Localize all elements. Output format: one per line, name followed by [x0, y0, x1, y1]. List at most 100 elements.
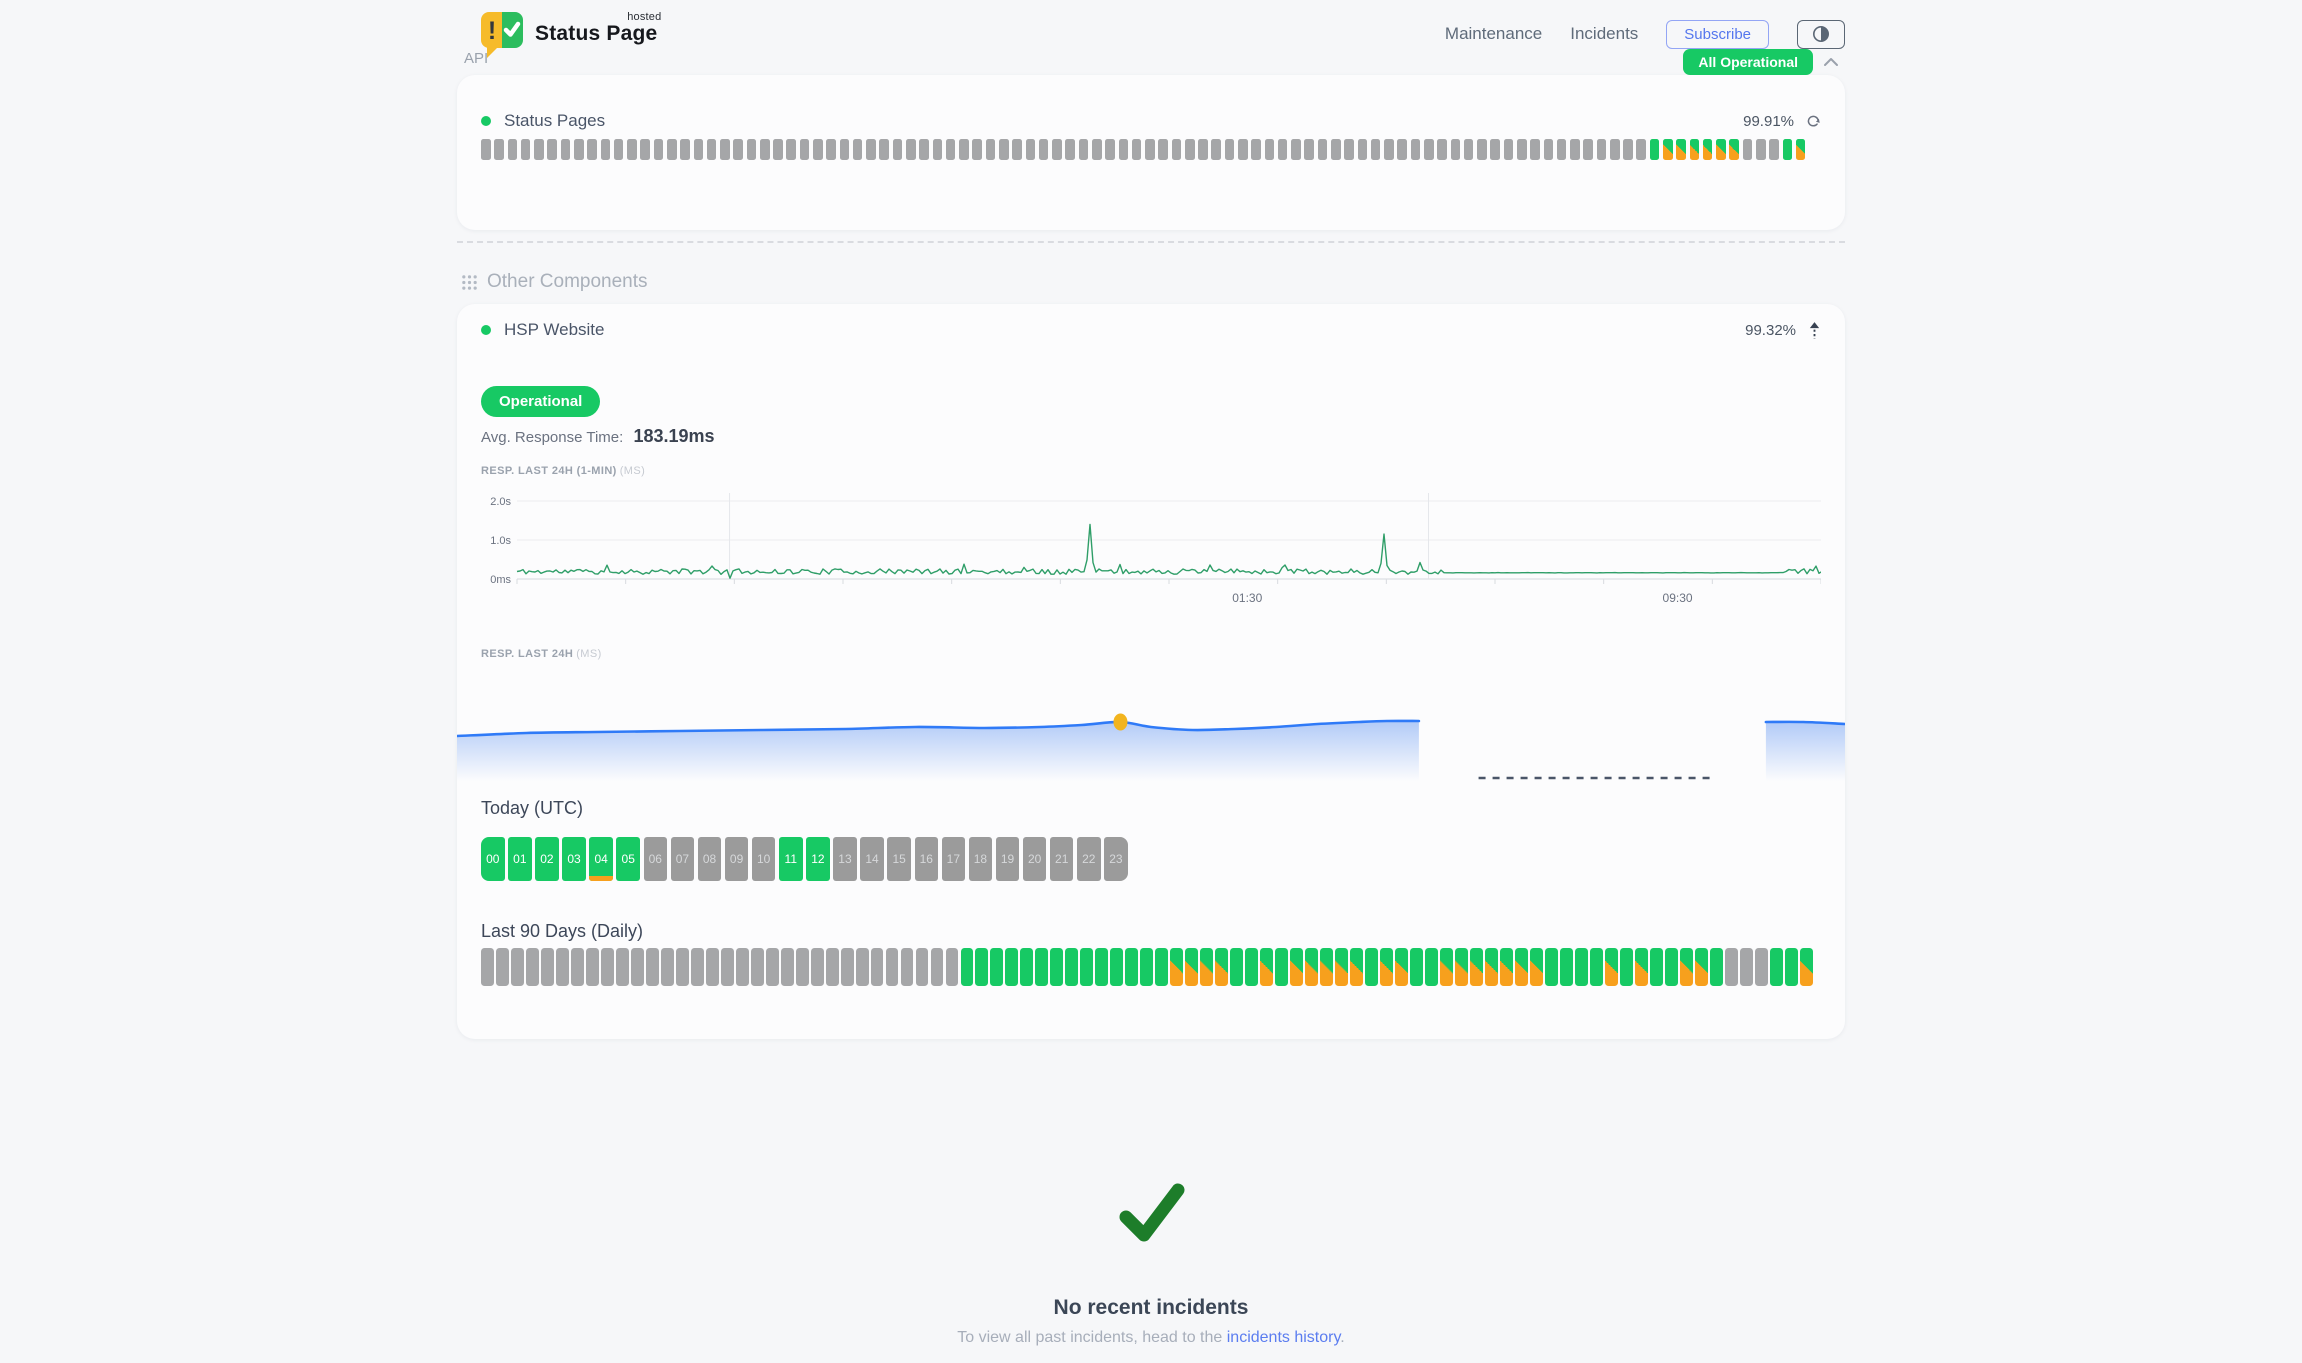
uptime-bar[interactable]: [1185, 948, 1199, 986]
uptime-bar[interactable]: [1080, 948, 1094, 986]
uptime-bar[interactable]: [1437, 139, 1447, 160]
uptime-bar[interactable]: [1484, 948, 1498, 986]
uptime-bar[interactable]: [1065, 139, 1075, 160]
uptime-bar[interactable]: [932, 139, 943, 160]
uptime-bar[interactable]: [720, 139, 730, 160]
uptime-bar[interactable]: [706, 139, 717, 160]
uptime-bar[interactable]: [570, 948, 584, 986]
uptime-bar[interactable]: [1095, 948, 1109, 986]
uptime-bar[interactable]: [1556, 139, 1567, 160]
uptime-bar[interactable]: [990, 948, 1004, 986]
uptime-bar[interactable]: [587, 139, 597, 160]
uptime-bar[interactable]: [1211, 139, 1222, 160]
uptime-bar[interactable]: [1769, 139, 1779, 160]
uptime-bar[interactable]: [1344, 139, 1354, 160]
uptime-bar[interactable]: [1410, 139, 1421, 160]
uptime-bar[interactable]: [1634, 948, 1648, 986]
incidents-history-link[interactable]: incidents history: [1226, 1329, 1341, 1346]
uptime-bar[interactable]: [1200, 948, 1214, 986]
uptime-bar[interactable]: [959, 139, 969, 160]
uptime-bar[interactable]: [975, 948, 989, 986]
uptime-bar[interactable]: [547, 139, 557, 160]
uptime-bar[interactable]: [1050, 948, 1064, 986]
uptime-bar[interactable]: [1619, 948, 1633, 986]
hour-block-16[interactable]: 16: [914, 837, 938, 881]
uptime-bar[interactable]: [627, 139, 637, 160]
uptime-bar[interactable]: [1005, 948, 1019, 986]
uptime-bar[interactable]: [972, 139, 982, 160]
uptime-bar[interactable]: [1012, 139, 1022, 160]
uptime-bar[interactable]: [1384, 139, 1394, 160]
uptime-bar[interactable]: [906, 139, 916, 160]
uptime-bar[interactable]: [892, 139, 903, 160]
uptime-bar[interactable]: [1395, 948, 1408, 986]
uptime-bar[interactable]: [840, 948, 854, 986]
uptime-bar[interactable]: [1260, 948, 1274, 986]
subscribe-button[interactable]: Subscribe: [1666, 19, 1769, 49]
hour-block-03[interactable]: 03: [562, 837, 586, 881]
uptime-bar[interactable]: [825, 948, 839, 986]
uptime-bar[interactable]: [1490, 139, 1500, 160]
uptime-bar[interactable]: [481, 948, 494, 986]
uptime-bar[interactable]: [885, 948, 899, 986]
hour-block-11[interactable]: 11: [779, 837, 803, 881]
uptime-bar[interactable]: [1290, 948, 1304, 986]
uptime-bar[interactable]: [733, 139, 743, 160]
uptime-bar[interactable]: [1739, 948, 1753, 986]
uptime-bar[interactable]: [1118, 139, 1129, 160]
uptime-bar[interactable]: [630, 948, 644, 986]
uptime-bar[interactable]: [1454, 948, 1468, 986]
uptime-bar[interactable]: [1110, 948, 1124, 986]
uptime-bar[interactable]: [645, 948, 659, 986]
hour-block-17[interactable]: 17: [941, 837, 966, 881]
hour-block-21[interactable]: 21: [1049, 837, 1074, 881]
hour-block-09[interactable]: 09: [724, 837, 749, 881]
uptime-bar[interactable]: [1091, 139, 1102, 160]
uptime-bar[interactable]: [1224, 139, 1235, 160]
uptime-bar[interactable]: [613, 139, 624, 160]
uptime-bar[interactable]: [852, 139, 863, 160]
uptime-bar[interactable]: [1105, 139, 1115, 160]
uptime-bar[interactable]: [1530, 139, 1540, 160]
uptime-bar[interactable]: [680, 139, 690, 160]
uptime-bar[interactable]: [520, 139, 531, 160]
uptime-bar[interactable]: [1230, 948, 1244, 986]
uptime-bar[interactable]: [720, 948, 734, 986]
uptime-bar[interactable]: [1795, 139, 1806, 160]
uptime-bar[interactable]: [1689, 139, 1700, 160]
uptime-bar[interactable]: [1331, 139, 1341, 160]
uptime-bar[interactable]: [945, 139, 956, 160]
uptime-bar[interactable]: [1140, 948, 1154, 986]
uptime-bar[interactable]: [795, 948, 809, 986]
uptime-bar[interactable]: [481, 139, 491, 160]
uptime-bar[interactable]: [1184, 139, 1195, 160]
uptime-bar[interactable]: [1623, 139, 1633, 160]
uptime-bar[interactable]: [510, 948, 524, 986]
uptime-bar[interactable]: [1065, 948, 1079, 986]
uptime-bar[interactable]: [540, 948, 554, 986]
hour-block-22[interactable]: 22: [1077, 837, 1101, 881]
uptime-bar[interactable]: [1215, 948, 1229, 986]
hour-block-20[interactable]: 20: [1022, 837, 1047, 881]
uptime-bar[interactable]: [600, 948, 614, 986]
uptime-bar[interactable]: [1702, 139, 1713, 160]
uptime-bar[interactable]: [855, 948, 869, 986]
uptime-bar[interactable]: [1277, 139, 1288, 160]
nav-item-incidents[interactable]: Incidents: [1570, 24, 1639, 43]
uptime-bar[interactable]: [1516, 139, 1527, 160]
uptime-bar[interactable]: [660, 948, 674, 986]
uptime-bar[interactable]: [735, 948, 749, 986]
uptime-bar[interactable]: [799, 139, 810, 160]
uptime-bar[interactable]: [653, 139, 664, 160]
uptime-bar[interactable]: [1423, 139, 1434, 160]
uptime-bar[interactable]: [666, 139, 677, 160]
uptime-bar[interactable]: [1769, 948, 1783, 986]
uptime-bar[interactable]: [1357, 139, 1368, 160]
uptime-bar[interactable]: [1799, 948, 1813, 986]
uptime-bar[interactable]: [1499, 948, 1513, 986]
uptime-bar[interactable]: [879, 139, 890, 160]
hour-block-18[interactable]: 18: [968, 837, 993, 881]
uptime-bar[interactable]: [1291, 139, 1301, 160]
hour-block-10[interactable]: 10: [751, 837, 776, 881]
uptime-bar[interactable]: [525, 948, 539, 986]
